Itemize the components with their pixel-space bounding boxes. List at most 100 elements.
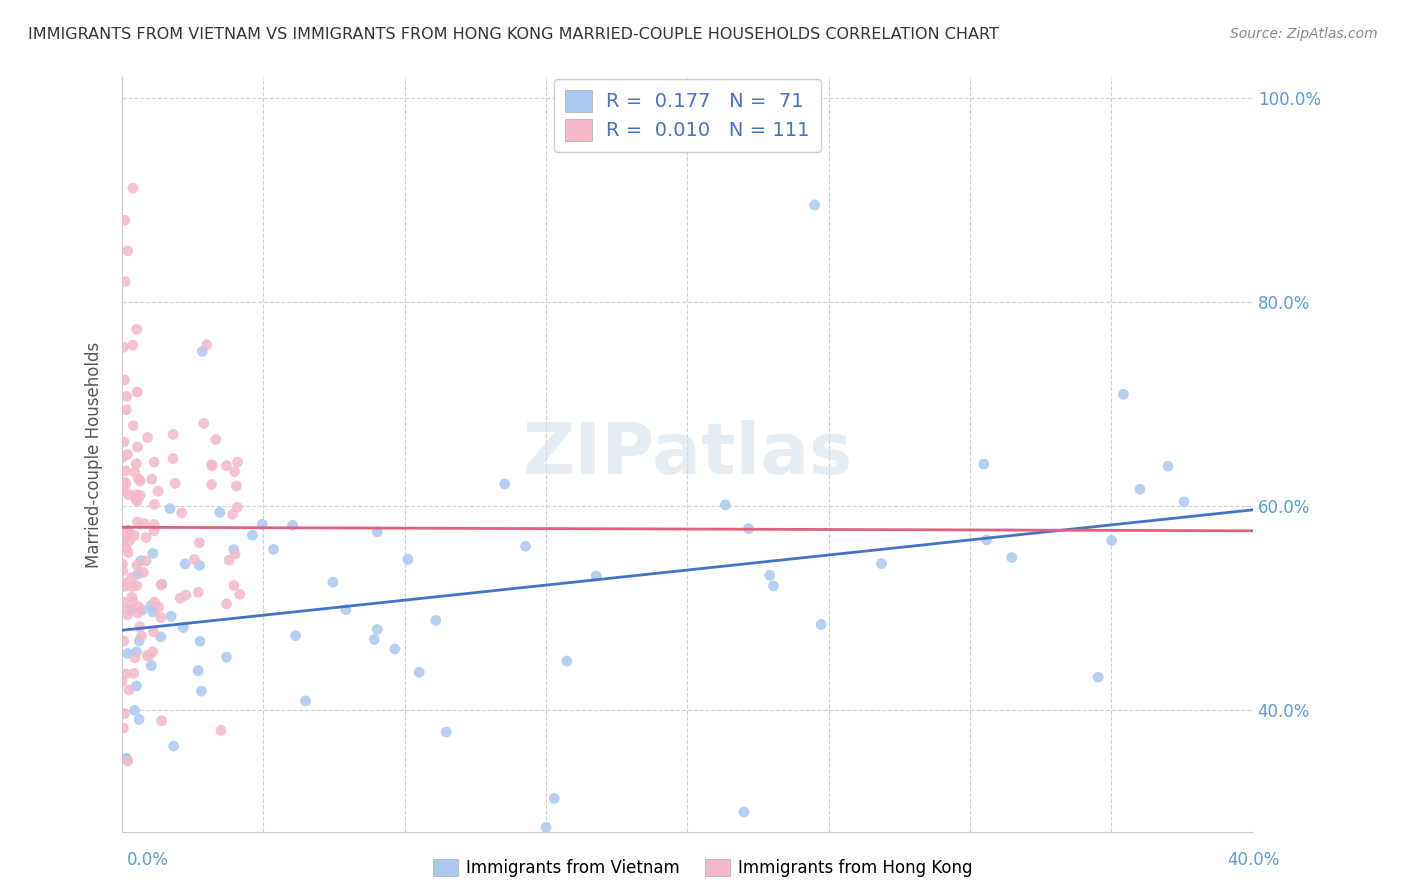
Point: [534, 820, 557, 834]
Point: [112, 435, 135, 450]
Point: [188, 634, 211, 648]
Point: [758, 568, 780, 582]
Point: [322, 575, 344, 590]
Legend: Immigrants from Vietnam, Immigrants from Hong Kong: Immigrants from Vietnam, Immigrants from…: [426, 852, 980, 884]
Legend: R =  0.177   N =  71, R =  0.010   N = 111: R = 0.177 N = 71, R = 0.010 N = 111: [554, 78, 821, 152]
Point: [162, 427, 184, 442]
Point: [129, 488, 152, 502]
Point: [165, 476, 187, 491]
Point: [122, 595, 145, 609]
Point: [803, 198, 825, 212]
Point: [810, 617, 832, 632]
Point: [114, 275, 136, 289]
Point: [129, 474, 152, 488]
Point: [125, 322, 148, 336]
Point: [384, 641, 406, 656]
Point: [128, 633, 150, 648]
Point: [111, 674, 134, 689]
Point: [124, 650, 146, 665]
Point: [222, 578, 245, 592]
Point: [208, 505, 231, 519]
Point: [225, 479, 247, 493]
Point: [149, 630, 172, 644]
Point: [118, 683, 141, 698]
Point: [215, 458, 238, 473]
Point: [125, 645, 148, 659]
Point: [396, 552, 419, 566]
Text: Source: ZipAtlas.com: Source: ZipAtlas.com: [1230, 27, 1378, 41]
Point: [141, 599, 163, 613]
Point: [163, 739, 186, 753]
Point: [117, 488, 139, 502]
Point: [128, 620, 150, 634]
Point: [1173, 495, 1195, 509]
Point: [128, 599, 150, 614]
Point: [121, 338, 143, 352]
Point: [174, 588, 197, 602]
Point: [221, 508, 243, 522]
Point: [363, 632, 385, 647]
Point: [150, 714, 173, 728]
Point: [114, 475, 136, 490]
Point: [135, 531, 157, 545]
Point: [117, 447, 139, 461]
Point: [188, 535, 211, 549]
Point: [125, 558, 148, 572]
Point: [114, 580, 136, 594]
Point: [112, 340, 135, 354]
Point: [122, 181, 145, 195]
Point: [143, 595, 166, 609]
Text: ZIPatlas: ZIPatlas: [523, 420, 852, 490]
Point: [114, 706, 136, 721]
Point: [121, 590, 143, 604]
Point: [976, 533, 998, 547]
Point: [115, 602, 138, 616]
Point: [134, 516, 156, 531]
Point: [115, 667, 138, 681]
Point: [115, 389, 138, 403]
Point: [294, 694, 316, 708]
Point: [132, 566, 155, 580]
Point: [125, 488, 148, 502]
Point: [209, 723, 232, 738]
Point: [1157, 459, 1180, 474]
Point: [366, 524, 388, 539]
Point: [114, 464, 136, 478]
Point: [263, 542, 285, 557]
Point: [425, 613, 447, 627]
Point: [121, 570, 143, 584]
Point: [149, 610, 172, 624]
Point: [281, 518, 304, 533]
Point: [117, 545, 139, 559]
Point: [215, 650, 238, 665]
Point: [169, 591, 191, 606]
Point: [115, 541, 138, 555]
Point: [117, 244, 139, 258]
Point: [115, 402, 138, 417]
Point: [201, 458, 224, 473]
Point: [434, 725, 457, 739]
Point: [224, 465, 246, 479]
Point: [129, 554, 152, 568]
Point: [172, 620, 194, 634]
Point: [128, 472, 150, 486]
Point: [112, 533, 135, 548]
Point: [250, 517, 273, 532]
Point: [125, 492, 148, 507]
Point: [515, 539, 537, 553]
Point: [222, 542, 245, 557]
Point: [115, 476, 138, 491]
Point: [143, 497, 166, 511]
Point: [114, 527, 136, 541]
Point: [115, 751, 138, 765]
Point: [543, 791, 565, 805]
Point: [136, 648, 159, 663]
Point: [122, 528, 145, 542]
Point: [1001, 550, 1024, 565]
Point: [193, 417, 215, 431]
Point: [114, 524, 136, 539]
Point: [1087, 670, 1109, 684]
Point: [148, 600, 170, 615]
Point: [284, 629, 307, 643]
Point: [127, 606, 149, 620]
